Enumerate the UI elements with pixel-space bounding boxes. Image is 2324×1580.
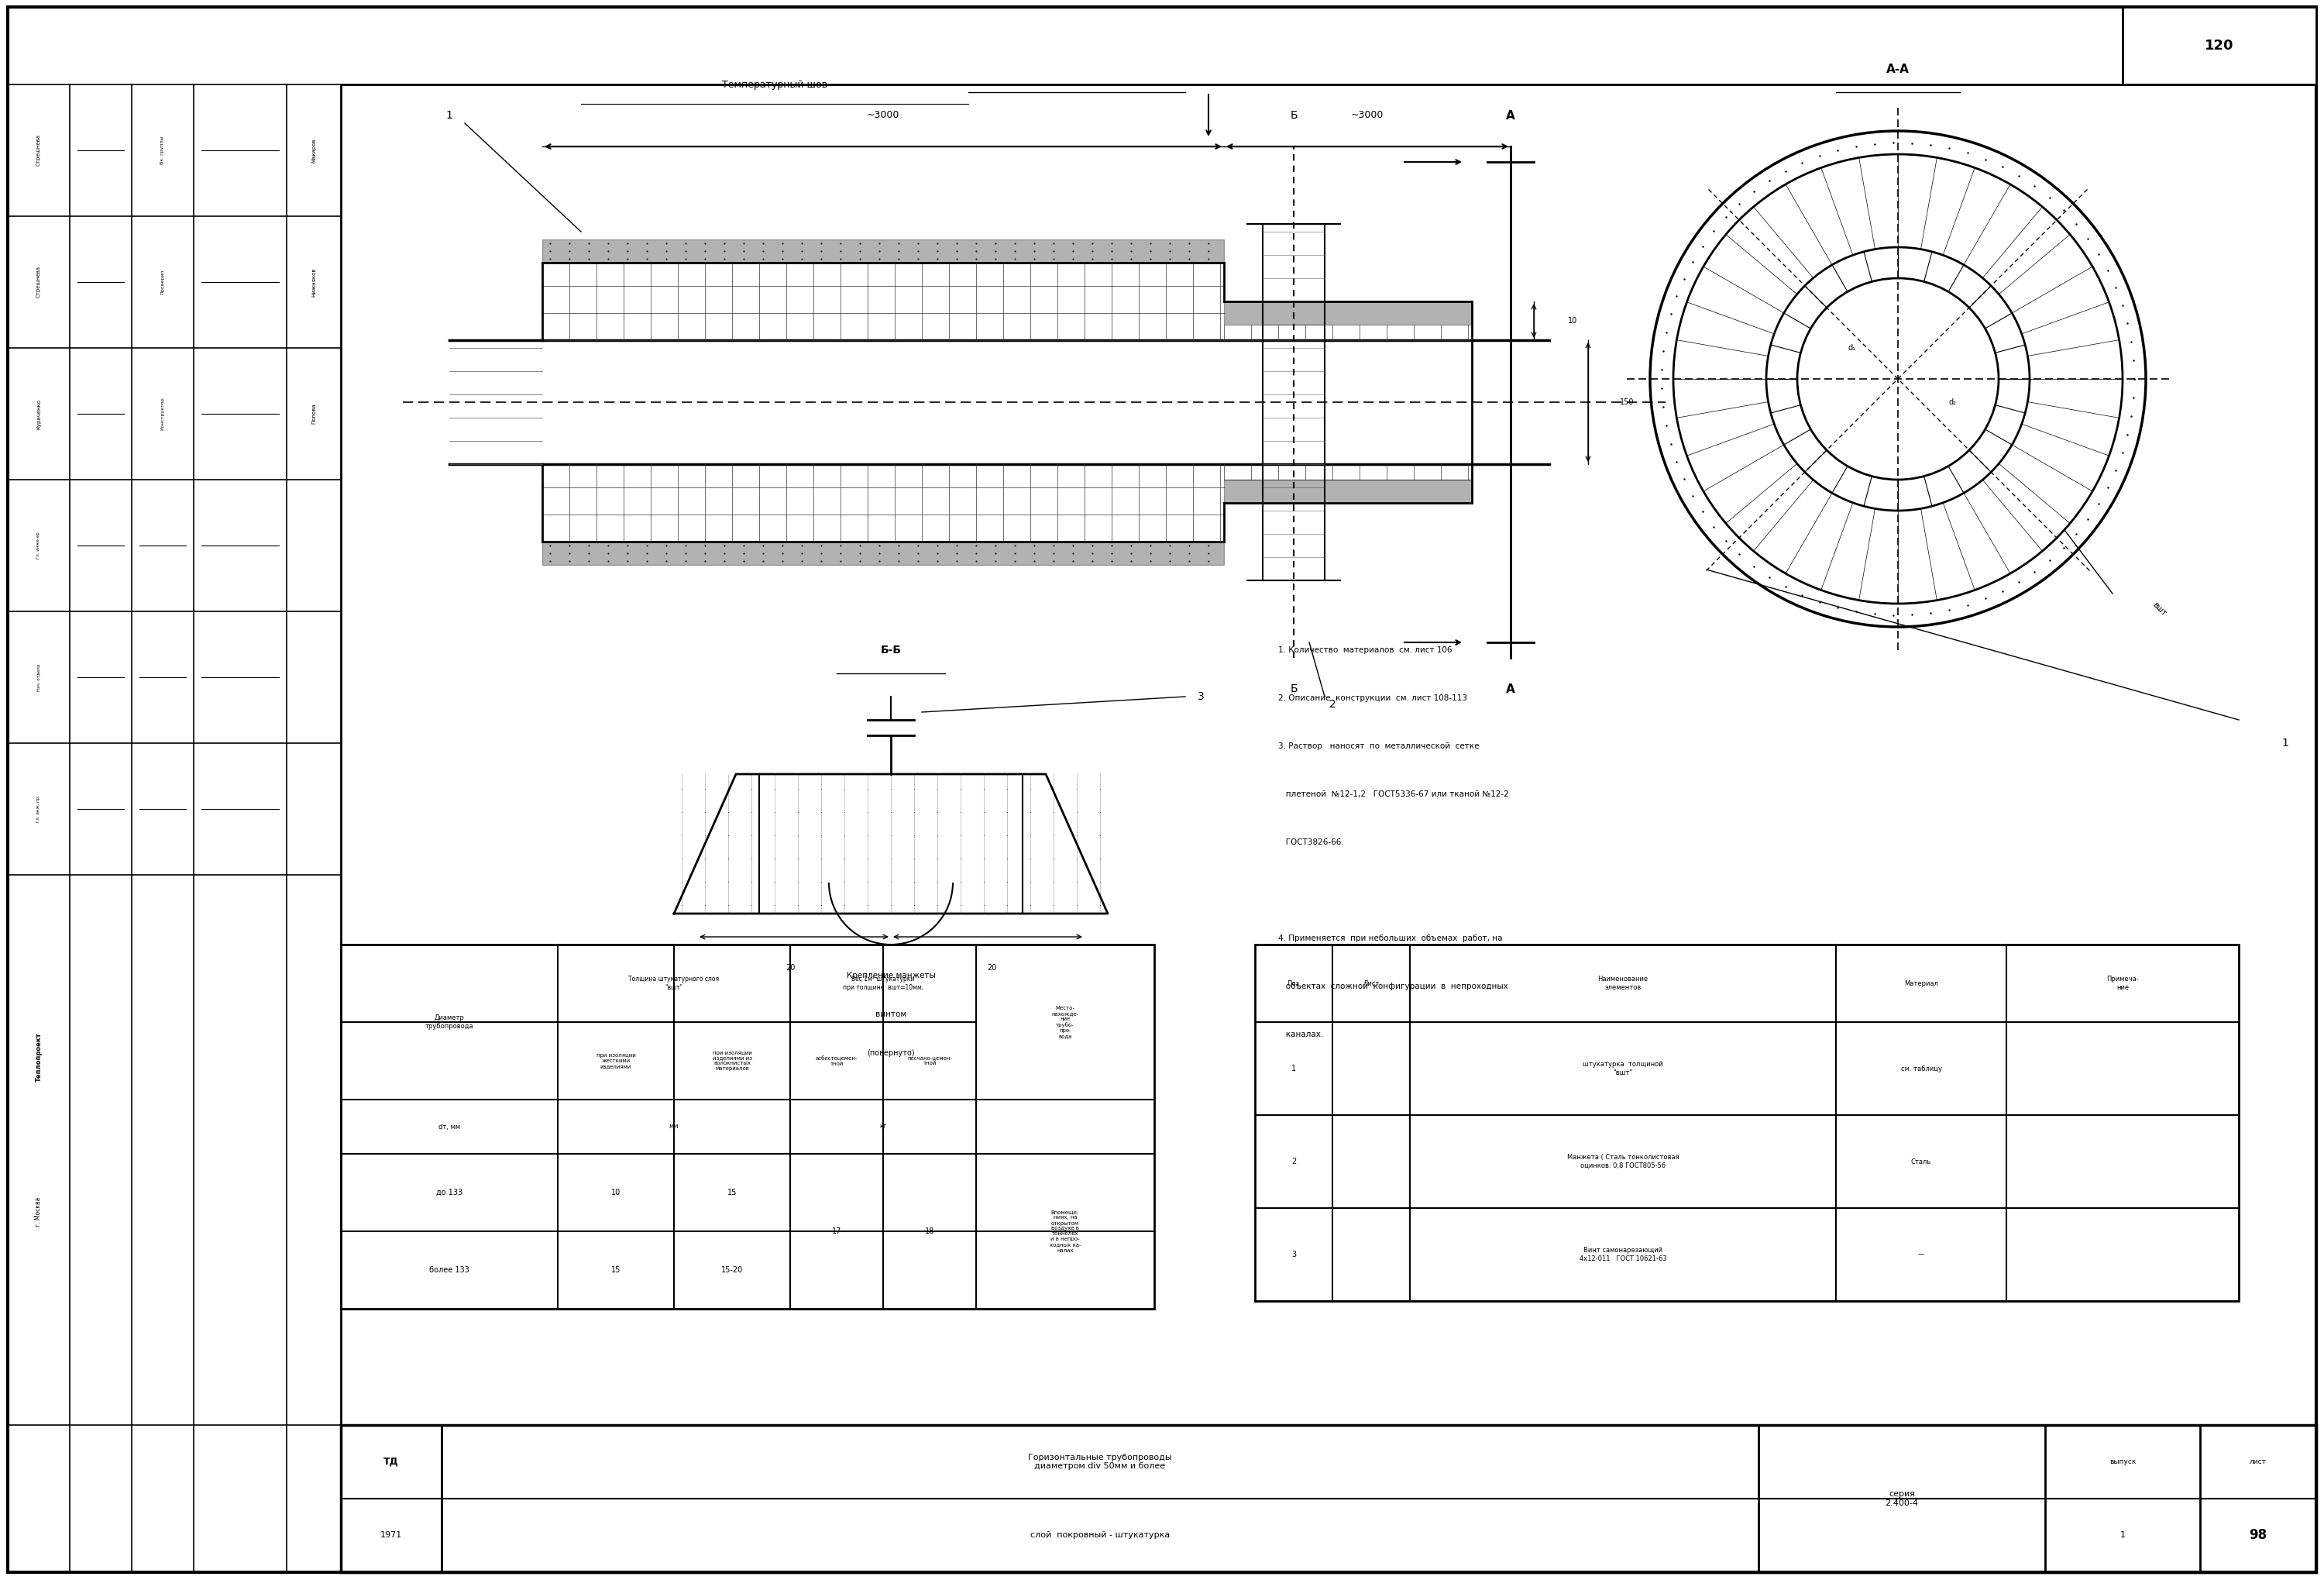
Text: асбестоцемен-
тной: асбестоцемен- тной — [816, 1055, 858, 1066]
Text: 150: 150 — [1620, 398, 1634, 406]
Text: 20: 20 — [786, 964, 795, 972]
Text: Б: Б — [1290, 684, 1297, 694]
Text: слой  покровный - штукатурка: слой покровный - штукатурка — [1030, 1531, 1169, 1539]
Text: 1: 1 — [446, 111, 453, 122]
Text: 10: 10 — [1569, 318, 1578, 324]
Text: 120: 120 — [2205, 40, 2233, 52]
Text: Крепление манжеты: Крепление манжеты — [846, 972, 934, 980]
Text: лист: лист — [2250, 1458, 2266, 1465]
Bar — [2122, 6, 2317, 84]
Text: выпуск: выпуск — [2110, 1458, 2136, 1465]
Text: Нач. отдела: Нач. отдела — [37, 664, 40, 690]
Text: Стрешнева: Стрешнева — [37, 134, 42, 166]
Text: винтом: винтом — [876, 1011, 906, 1018]
Text: вшт: вшт — [2150, 600, 2168, 618]
Text: Вес 1м² штукатурки
при толщине  вшт=10мм,: Вес 1м² штукатурки при толщине вшт=10мм, — [844, 976, 923, 991]
Text: 2. Описание  конструкции  см. лист 108-113: 2. Описание конструкции см. лист 108-113 — [1278, 694, 1466, 702]
Text: Гл. инж. пр.: Гл. инж. пр. — [37, 795, 40, 823]
Text: ~3000: ~3000 — [867, 111, 899, 120]
Text: 2: 2 — [1329, 698, 1336, 709]
Text: —: — — [1917, 1251, 1924, 1258]
Text: штукатурка  толщиной
"вшт": штукатурка толщиной "вшт" — [1583, 1062, 1664, 1076]
Text: 3. Раствор   наносят  по  металлической  сетке: 3. Раствор наносят по металлической сетк… — [1278, 743, 1478, 750]
Text: при изоляции
жесткими
изделиями: при изоляции жесткими изделиями — [597, 1054, 634, 1068]
Text: при изоляции
изделиями из
волокнистых
материалов: при изоляции изделиями из волокнистых ма… — [711, 1051, 753, 1071]
Text: 17: 17 — [832, 1228, 841, 1236]
Text: d₂: d₂ — [1948, 398, 1957, 406]
Text: Кураченко: Кураченко — [37, 398, 42, 428]
Text: Стрешнева: Стрешнева — [37, 265, 42, 299]
Text: 1. Количество  материалов  см. лист 106: 1. Количество материалов см. лист 106 — [1278, 646, 1452, 654]
Text: 1: 1 — [2119, 1531, 2124, 1539]
Text: Примеча-
ние: Примеча- ние — [2106, 976, 2138, 991]
Text: 15-20: 15-20 — [720, 1266, 744, 1273]
Text: ГОСТ3826-66.: ГОСТ3826-66. — [1278, 839, 1343, 847]
Text: Теплопроект: Теплопроект — [35, 1032, 42, 1082]
Text: 4. Применяется  при небольших  объемах  работ, на: 4. Применяется при небольших объемах раб… — [1278, 934, 1501, 942]
Text: Диаметр
трубопровода: Диаметр трубопровода — [425, 1014, 474, 1030]
Text: 18: 18 — [925, 1228, 934, 1236]
Text: 15: 15 — [727, 1188, 737, 1196]
Text: dт, мм: dт, мм — [439, 1123, 460, 1130]
Text: песчано-цемен-
тной: песчано-цемен- тной — [906, 1055, 953, 1066]
Text: 1971: 1971 — [381, 1531, 402, 1539]
Text: 98: 98 — [2250, 1528, 2268, 1542]
Text: мм: мм — [669, 1123, 679, 1130]
Bar — [342, 1425, 2317, 1572]
Text: Б-Б: Б-Б — [881, 645, 902, 656]
Text: 3: 3 — [1292, 1251, 1297, 1258]
Bar — [1255, 945, 2238, 1300]
Text: Впомеще-
ниях, на
открытом
воздухе в
тоннелях
и в непро-
ходных ка-
налах: Впомеще- ниях, на открытом воздухе в тон… — [1050, 1210, 1081, 1253]
Text: г. Москва: г. Москва — [35, 1198, 42, 1226]
Text: Толщина штукатурного слоя
"вшт": Толщина штукатурного слоя "вшт" — [627, 976, 720, 991]
Text: (повернуто): (повернуто) — [867, 1049, 916, 1057]
Text: кг: кг — [878, 1123, 888, 1130]
Text: Место-
нахожде-
ние
трубо-
про-
вода: Место- нахожде- ние трубо- про- вода — [1050, 1006, 1078, 1038]
Text: плетеной  №12-1,2   ГОСТ5336-67 или тканой №12-2: плетеной №12-1,2 ГОСТ5336-67 или тканой … — [1278, 790, 1508, 798]
Text: Сталь: Сталь — [1910, 1158, 1931, 1164]
Text: 15: 15 — [611, 1266, 621, 1273]
Text: Конструктор: Конструктор — [160, 397, 165, 430]
Text: d₁: d₁ — [1848, 344, 1855, 352]
Text: А: А — [1506, 109, 1515, 122]
Text: см. таблицу: см. таблицу — [1901, 1065, 1943, 1073]
Text: Манжета ( Сталь тонколистовая
оцинков. 0,8 ГОСТ805-56: Манжета ( Сталь тонколистовая оцинков. 0… — [1566, 1153, 1678, 1169]
Text: Винт самонарезающий
4х12-011   ГОСТ 10621-63: Винт самонарезающий 4х12-011 ГОСТ 10621-… — [1580, 1247, 1666, 1262]
Text: Нижняков: Нижняков — [311, 267, 316, 297]
Text: Наименование
элементов: Наименование элементов — [1597, 976, 1648, 991]
Bar — [342, 84, 2317, 1425]
Text: Вк. группы: Вк. группы — [160, 136, 165, 164]
Text: А-А: А-А — [1887, 63, 1910, 74]
Text: Горизонтальные трубопроводы
диаметром div 50мм и более: Горизонтальные трубопроводы диаметром di… — [1027, 1454, 1171, 1471]
Text: Попова: Попова — [311, 403, 316, 423]
Text: до 133: до 133 — [437, 1188, 462, 1196]
Text: серия
2.400-4: серия 2.400-4 — [1885, 1490, 1920, 1507]
Text: Гл. инже-ер: Гл. инже-ер — [37, 532, 40, 559]
Text: ТД: ТД — [383, 1457, 400, 1466]
Text: Проверил: Проверил — [160, 270, 165, 294]
Text: 3: 3 — [1197, 690, 1204, 702]
Text: ~3000: ~3000 — [1350, 111, 1383, 120]
Text: Макаров: Макаров — [311, 137, 316, 163]
Text: каналах.: каналах. — [1278, 1030, 1322, 1038]
Text: Лист: Лист — [1362, 980, 1380, 988]
Text: 20: 20 — [988, 964, 997, 972]
Text: 1: 1 — [1292, 1065, 1297, 1073]
Text: Поз.: Поз. — [1287, 980, 1301, 988]
Text: 1: 1 — [2282, 738, 2289, 749]
Bar — [342, 945, 1155, 1308]
Text: Материал: Материал — [1903, 980, 1938, 988]
Text: Температурный шов: Температурный шов — [723, 79, 827, 90]
Text: более 133: более 133 — [430, 1266, 469, 1273]
Text: 2: 2 — [1292, 1158, 1297, 1166]
Text: объектах  сложной  конфигурации  в  непроходных: объектах сложной конфигурации в непроход… — [1278, 983, 1508, 991]
Text: Б: Б — [1290, 111, 1297, 122]
Text: 10: 10 — [611, 1188, 621, 1196]
Text: А: А — [1506, 683, 1515, 695]
